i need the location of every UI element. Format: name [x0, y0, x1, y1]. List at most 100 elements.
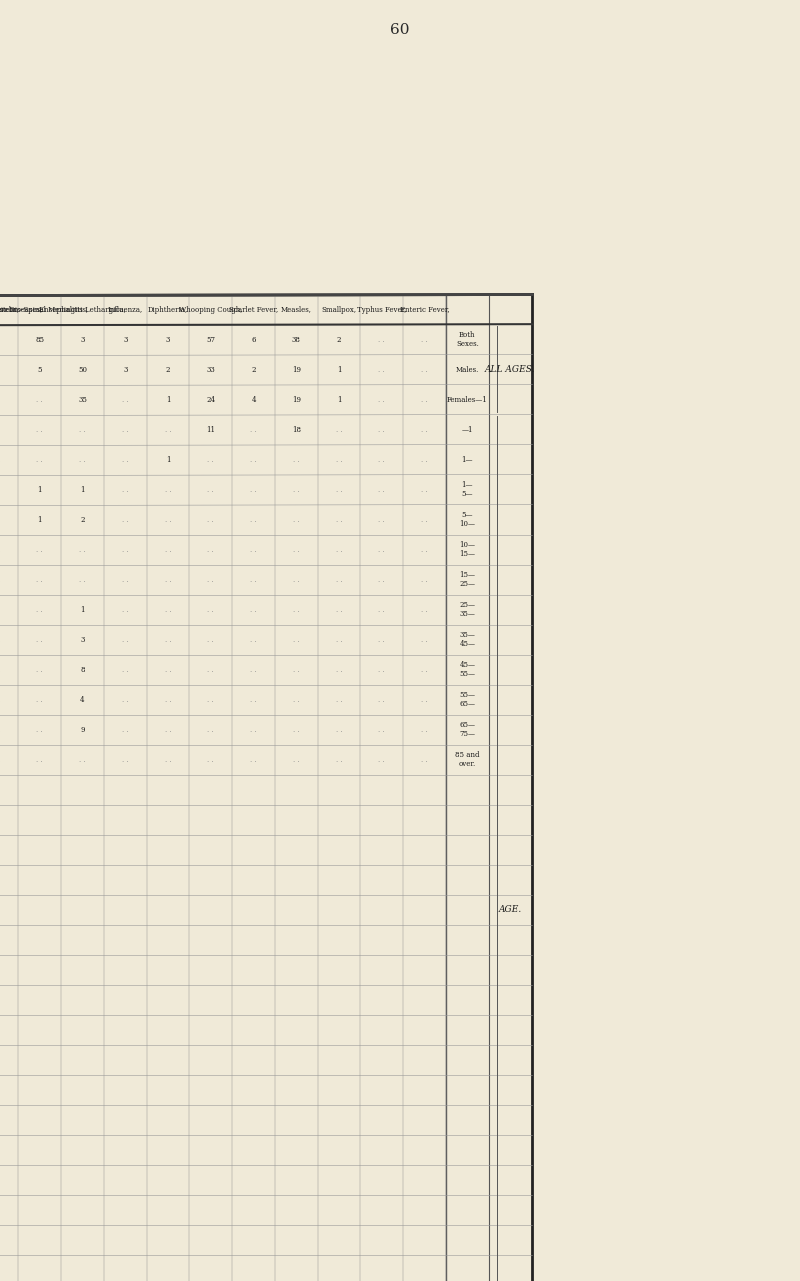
Text: . .: . .	[207, 456, 214, 464]
Text: 65—
75—: 65— 75—	[459, 721, 475, 738]
Text: . .: . .	[79, 575, 86, 584]
Text: . .: . .	[165, 696, 171, 703]
Text: . .: . .	[378, 666, 385, 674]
Text: Other Epidemic Diseases,: Other Epidemic Diseases,	[0, 305, 42, 314]
Text: . .: . .	[36, 546, 43, 553]
Text: . .: . .	[122, 606, 129, 614]
Text: . .: . .	[250, 546, 257, 553]
Text: 4: 4	[251, 396, 256, 404]
Text: . .: . .	[422, 575, 428, 584]
Text: . .: . .	[207, 546, 214, 553]
Text: . .: . .	[293, 756, 300, 763]
Text: 57: 57	[206, 336, 215, 343]
Text: Females—1: Females—1	[447, 396, 488, 404]
Text: . .: . .	[165, 485, 171, 493]
Text: Enteric Fever,: Enteric Fever,	[400, 305, 450, 314]
Text: . .: . .	[378, 456, 385, 464]
Text: . .: . .	[36, 756, 43, 763]
Text: 6: 6	[251, 336, 256, 343]
Text: 18: 18	[292, 425, 301, 433]
Text: . .: . .	[207, 666, 214, 674]
Text: . .: . .	[422, 725, 428, 734]
Text: . .: . .	[165, 666, 171, 674]
Text: . .: . .	[293, 635, 300, 643]
Text: . .: . .	[250, 725, 257, 734]
Text: 1: 1	[38, 485, 42, 493]
Text: . .: . .	[293, 696, 300, 703]
Text: 33: 33	[206, 365, 215, 374]
Text: Encephalitis Lethargica,: Encephalitis Lethargica,	[39, 305, 126, 314]
Text: 45—
55—: 45— 55—	[459, 661, 475, 678]
Text: . .: . .	[122, 425, 129, 433]
Text: . .: . .	[165, 425, 171, 433]
Text: 3: 3	[166, 336, 170, 343]
Text: 1: 1	[337, 365, 342, 374]
Text: . .: . .	[250, 575, 257, 584]
Text: . .: . .	[36, 606, 43, 614]
Text: . .: . .	[336, 606, 342, 614]
Text: 1: 1	[80, 485, 85, 493]
Text: . .: . .	[122, 575, 129, 584]
Text: Cerebro-Spinal Meningitis,: Cerebro-Spinal Meningitis,	[0, 305, 88, 314]
Text: . .: . .	[422, 606, 428, 614]
Text: . .: . .	[336, 696, 342, 703]
Text: . .: . .	[336, 546, 342, 553]
Text: Smallpox,: Smallpox,	[322, 305, 357, 314]
Text: . .: . .	[79, 425, 86, 433]
Text: . .: . .	[165, 575, 171, 584]
Text: . .: . .	[250, 666, 257, 674]
Text: . .: . .	[79, 456, 86, 464]
Text: . .: . .	[422, 425, 428, 433]
Text: 2: 2	[166, 365, 170, 374]
Text: . .: . .	[422, 456, 428, 464]
Text: . .: . .	[165, 635, 171, 643]
Text: . .: . .	[207, 515, 214, 524]
Text: 2: 2	[337, 336, 342, 343]
Text: 55—
65—: 55— 65—	[459, 690, 475, 708]
Text: . .: . .	[336, 456, 342, 464]
Text: . .: . .	[122, 515, 129, 524]
Text: . .: . .	[250, 756, 257, 763]
Text: . .: . .	[36, 725, 43, 734]
Text: . .: . .	[36, 635, 43, 643]
Text: . .: . .	[165, 725, 171, 734]
Bar	[0, 295, 531, 1281]
Text: . .: . .	[378, 425, 385, 433]
Text: . .: . .	[122, 666, 129, 674]
Text: 1: 1	[166, 456, 170, 464]
Text: . .: . .	[293, 515, 300, 524]
Text: . .: . .	[207, 725, 214, 734]
Text: Whooping Cough,: Whooping Cough,	[179, 305, 242, 314]
Text: 1—
5—: 1— 5—	[462, 480, 473, 498]
Text: AGE.: AGE.	[498, 904, 522, 915]
Text: 1: 1	[80, 606, 85, 614]
Text: . .: . .	[36, 456, 43, 464]
Text: 3: 3	[80, 635, 85, 643]
Text: Diphtheria,: Diphtheria,	[148, 305, 188, 314]
Text: 38: 38	[292, 336, 301, 343]
Text: 2: 2	[251, 365, 256, 374]
Text: . .: . .	[293, 546, 300, 553]
Text: . .: . .	[207, 606, 214, 614]
Text: . .: . .	[422, 396, 428, 404]
Text: . .: . .	[378, 336, 385, 343]
Text: 10—
15—: 10— 15—	[459, 541, 475, 559]
Text: . .: . .	[422, 336, 428, 343]
Text: . .: . .	[336, 575, 342, 584]
Text: 24: 24	[206, 396, 215, 404]
Text: 35—
45—: 35— 45—	[459, 632, 475, 648]
Text: —1: —1	[462, 425, 473, 433]
Text: . .: . .	[79, 546, 86, 553]
Text: . .: . .	[378, 485, 385, 493]
Text: . .: . .	[336, 635, 342, 643]
Text: . .: . .	[336, 756, 342, 763]
Text: . .: . .	[422, 485, 428, 493]
Text: . .: . .	[336, 666, 342, 674]
Text: . .: . .	[293, 725, 300, 734]
Text: 5: 5	[38, 365, 42, 374]
Text: 4: 4	[80, 696, 85, 703]
Text: . .: . .	[336, 515, 342, 524]
Text: 19: 19	[292, 396, 301, 404]
Text: . .: . .	[378, 725, 385, 734]
Text: . .: . .	[36, 666, 43, 674]
